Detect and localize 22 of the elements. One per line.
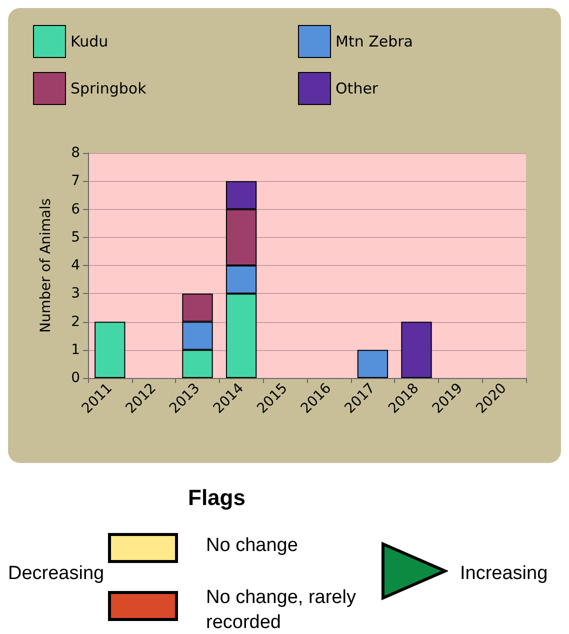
y-tick-label: 1 <box>71 342 80 358</box>
y-tick-label: 7 <box>71 173 80 190</box>
y-tick-label: 8 <box>71 145 80 161</box>
y-axis-title: Number of Animals <box>38 198 54 333</box>
text: Flags <box>188 485 246 511</box>
y-tick-label: 3 <box>71 286 80 302</box>
bar <box>94 322 126 378</box>
y-tick-label: 0 <box>71 370 80 386</box>
legend-label: Kudu <box>70 32 108 50</box>
bar <box>401 322 432 378</box>
bar <box>357 350 388 378</box>
text: Increasing <box>460 563 548 585</box>
legend-label: Other <box>336 80 379 98</box>
text: No change <box>206 535 298 557</box>
y-tick-label: 4 <box>71 258 80 274</box>
y-tick-label: 2 <box>71 314 80 330</box>
y-tick-label: 6 <box>71 201 80 218</box>
legend-label: Springbok <box>70 80 147 98</box>
y-tick-label: 5 <box>71 229 80 246</box>
text: Decreasing <box>8 563 104 585</box>
text: No change, rarely recorded <box>206 586 357 634</box>
legend-label: Mtn Zebra <box>336 32 413 50</box>
